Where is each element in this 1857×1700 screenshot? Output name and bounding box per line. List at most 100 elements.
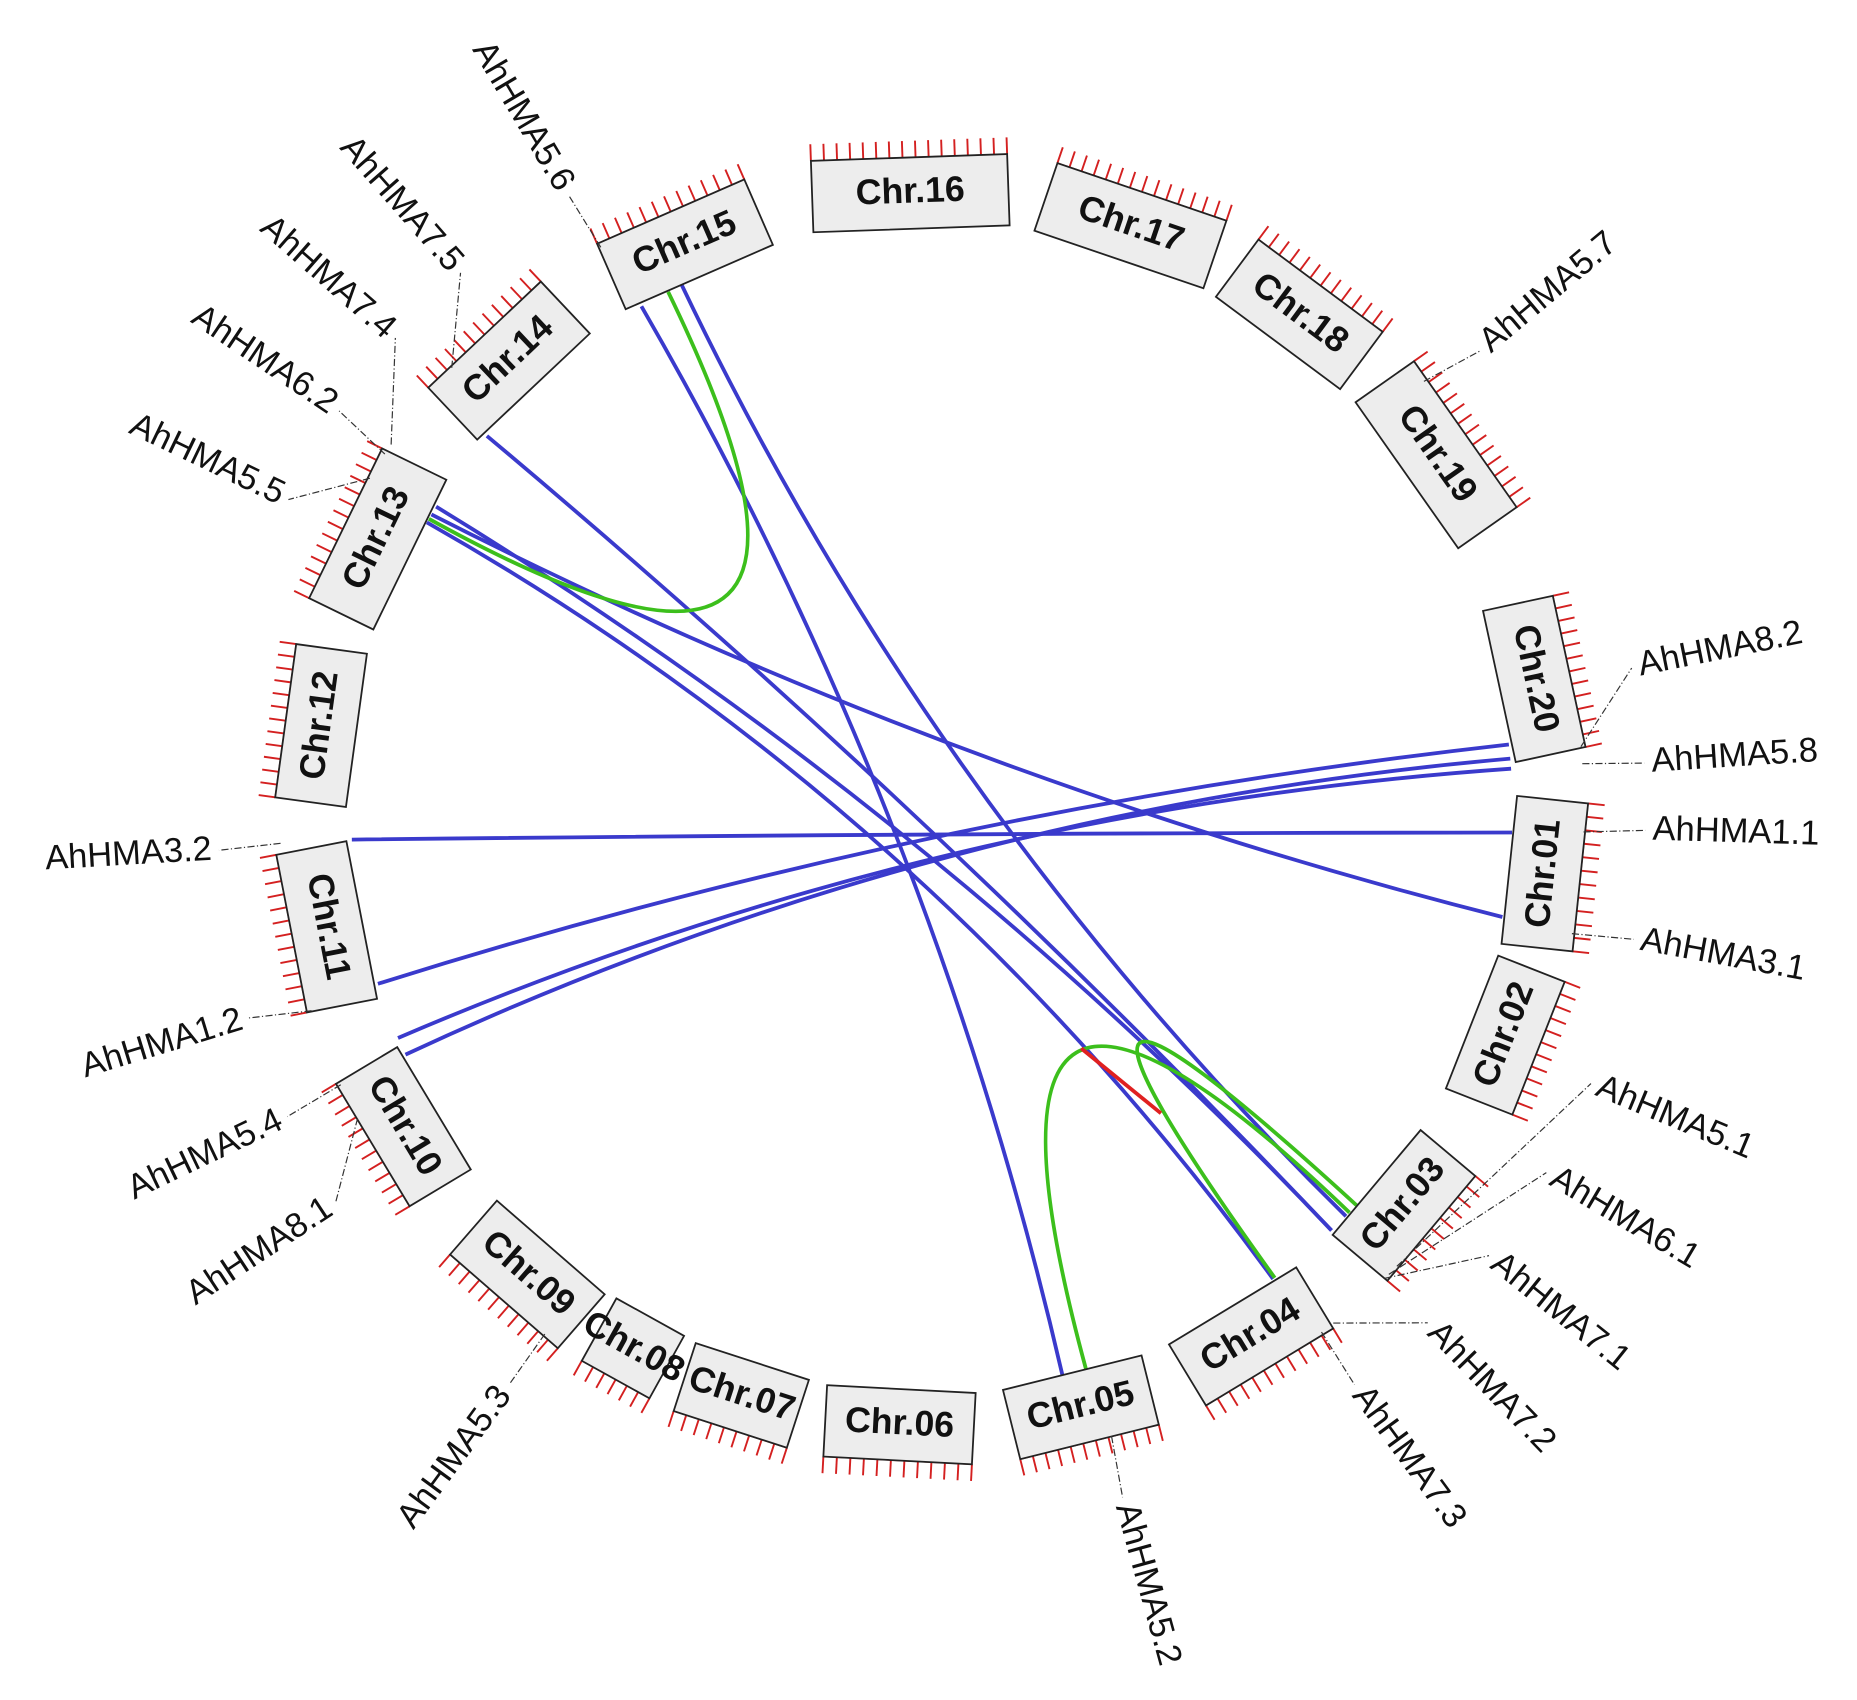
chromosome-tick (321, 1083, 337, 1094)
gene-label: AhHMA5.1 (1591, 1067, 1760, 1166)
chromosome-tick (1395, 1269, 1410, 1282)
chromosome-tick (717, 1427, 725, 1444)
chromosome-tick (274, 679, 292, 684)
gene-label: AhHMA5.2 (1108, 1499, 1189, 1670)
chromosome-tick (900, 141, 904, 158)
chromosome-tick (1465, 1185, 1480, 1198)
chromosome-tick (1472, 434, 1487, 446)
chromosome-tick (887, 141, 891, 159)
chromosome-tick (262, 768, 279, 773)
chromosome-tick (282, 972, 300, 978)
gene-label: AhHMA8.1 (179, 1189, 339, 1313)
chromosome-tick (614, 217, 623, 234)
chromosome-box (307, 447, 448, 631)
chromosome-tick (822, 143, 825, 161)
chromosome-tick (1205, 1405, 1216, 1421)
chromosome-tick (280, 958, 297, 965)
link (680, 284, 1348, 1218)
gene-label: AhHMA7.3 (1345, 1378, 1474, 1535)
chromosome-tick (1320, 1334, 1332, 1351)
gene-label: AhHMA7.2 (1420, 1313, 1563, 1459)
chromosome-tick (1350, 294, 1363, 310)
chromosome: Chr.06 (821, 1384, 977, 1482)
link (397, 766, 1512, 1040)
chromosome-tick (1579, 883, 1597, 887)
chromosome-box (1167, 1266, 1335, 1407)
chromosome-tick (1486, 455, 1502, 467)
gene-leader (508, 1333, 546, 1385)
chromosome-tick (1516, 496, 1531, 509)
chromosome-tick (416, 374, 429, 389)
chromosome-tick (1092, 159, 1100, 176)
chromosome-tick (1157, 1424, 1164, 1442)
chromosome-tick (1216, 1398, 1227, 1414)
chromosome-tick (1153, 179, 1161, 197)
chromosome-tick (1309, 1341, 1320, 1358)
chromosome-tick (1555, 603, 1573, 610)
chromosome-tick (516, 1322, 530, 1336)
chromosome-tick (1080, 155, 1088, 172)
chromosome-tick (1332, 1327, 1343, 1344)
chromosome-box (1444, 954, 1566, 1116)
chromosome-tick (361, 451, 377, 461)
chromosome: Chr.13 (293, 440, 448, 631)
chromosome-tick (768, 1443, 776, 1460)
link (377, 742, 1510, 986)
chromosome-box (595, 178, 775, 311)
chromosome-tick (1057, 1449, 1063, 1467)
chromosome-tick (1479, 444, 1495, 456)
link (351, 830, 1513, 842)
chromosome-tick (874, 141, 878, 159)
chromosome-tick (1585, 742, 1602, 748)
chromosome-box (275, 840, 379, 1014)
gene-leader (1388, 1172, 1547, 1275)
chromosome-tick (467, 1279, 481, 1294)
chromosome-tick (1299, 256, 1311, 271)
chromosome: Chr.07 (667, 1341, 811, 1464)
chromosome-tick (1225, 204, 1233, 221)
link (435, 505, 1333, 1232)
chromosome-tick (956, 1463, 960, 1481)
chromosome-tick (1568, 666, 1586, 673)
chromosome-tick (724, 169, 733, 186)
gene-label: AhHMA1.1 (1652, 810, 1820, 853)
chromosome-tick (506, 1313, 520, 1328)
chromosome-tick (1531, 1065, 1548, 1074)
chromosome-tick (519, 277, 533, 292)
chromosome-tick (264, 880, 282, 886)
chromosome-tick (1560, 629, 1578, 635)
chromosome-tick (1572, 950, 1590, 955)
chromosome-box (1001, 1354, 1160, 1461)
chromosome-tick (617, 1385, 628, 1401)
link (425, 520, 1275, 1281)
chromosome-tick (1563, 641, 1581, 648)
chromosome-tick (338, 497, 355, 507)
chromosome-tick (394, 1205, 411, 1216)
chromosome-tick (1262, 1370, 1274, 1386)
chromosome-tick (1068, 151, 1076, 168)
chromosome-tick (1420, 361, 1436, 373)
chromosome-tick (304, 567, 321, 577)
chromosome-tick (341, 1116, 357, 1127)
gene-label: AhHMA6.2 (185, 297, 345, 422)
chromosome-tick (1257, 225, 1270, 241)
chromosome-tick (595, 1372, 606, 1389)
chromosome-tick (848, 142, 852, 160)
chromosome-tick (444, 348, 458, 362)
chromosome-tick (458, 1270, 471, 1285)
chromosome-tick (1413, 350, 1429, 362)
chromosome-tick (1132, 1430, 1139, 1448)
gene-leader (288, 477, 371, 501)
chromosome-tick (526, 1330, 539, 1345)
chromosome-tick (277, 653, 295, 658)
chromosome: Chr.03 (1331, 1128, 1489, 1293)
chromosome-tick (1583, 842, 1601, 847)
chromosome-tick (509, 286, 523, 300)
chromosome-tick (1526, 1077, 1543, 1086)
chromosome-tick (347, 1127, 364, 1138)
chromosome-tick (1586, 815, 1604, 820)
chromosome-tick (354, 1138, 370, 1149)
chromosome-box (1354, 359, 1518, 550)
gene-leader (1582, 762, 1645, 765)
chromosome-tick (1069, 1446, 1076, 1464)
